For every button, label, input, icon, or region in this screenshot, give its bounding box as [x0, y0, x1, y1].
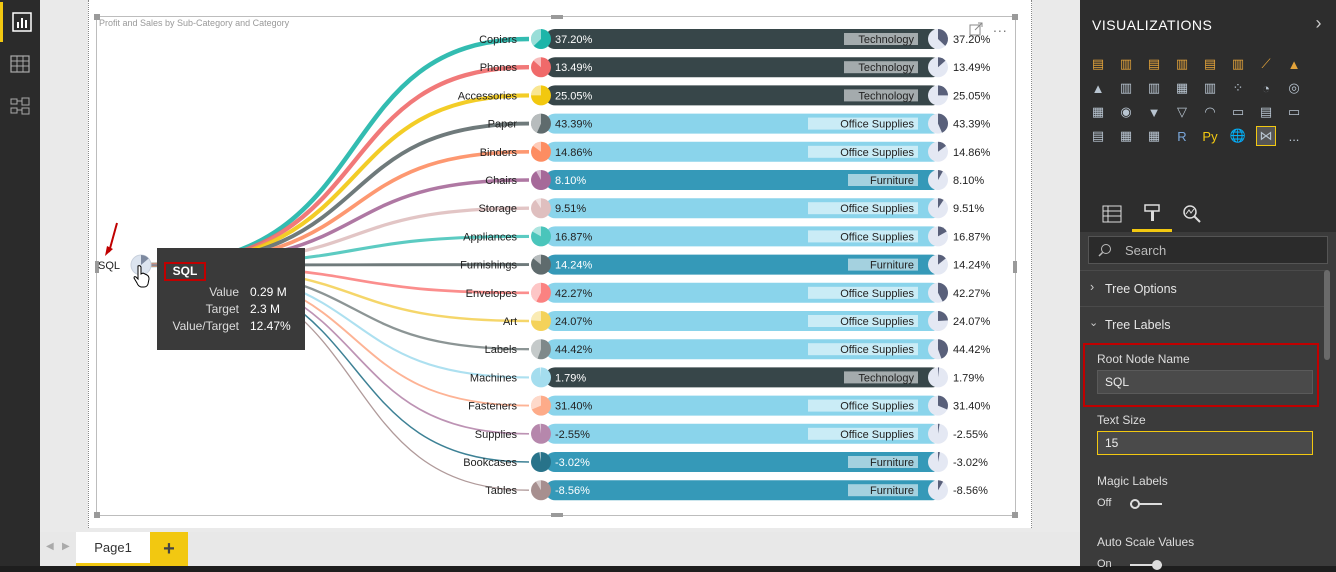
format-tab-icon[interactable] — [1132, 196, 1172, 232]
more-options-icon[interactable]: ... — [993, 19, 1008, 35]
section-label: Tree Labels — [1105, 318, 1171, 332]
visual-title: Profit and Sales by Sub-Category and Cat… — [99, 18, 290, 28]
analytics-tab-icon[interactable] — [1172, 196, 1212, 232]
auto-scale-state: On — [1097, 558, 1112, 570]
resize-handle[interactable] — [1012, 512, 1018, 518]
auto-scale-toggle[interactable] — [1130, 560, 1162, 570]
visual-type-icon[interactable]: ▲ — [1287, 56, 1301, 72]
visual-type-icon[interactable]: ◠ — [1204, 104, 1216, 119]
chevron-right-icon: › — [1090, 280, 1095, 294]
report-view-icon[interactable] — [0, 2, 40, 42]
visual-gallery: ▤ ▥ ▤ ▥ ▤ ▥ ⟋ ▲ ▲ ▥ ▥ ▦ ▥ ⁘ ◔ ◎ ▦ ◉ ▼ ▽ ◠ ▭ ▤ ▭ ▤ ▦ ▦ R Py 🌐 ⋈... — [1080, 48, 1336, 196]
pane-tabs — [1080, 196, 1336, 232]
magic-labels-state: Off — [1097, 497, 1112, 509]
visualizations-pane: VISUALIZATIONS › ▤ ▥ ▤ ▥ ▤ ▥ ⟋ ▲ ▲ ▥ ▥ ▦ ▥ ⁘ ◔ ◎ ▦ ◉ ▼ ▽ ◠ ▭ ▤… — [1080, 0, 1336, 570]
visual-type-icon[interactable]: ▤ — [1091, 56, 1105, 71]
resize-handle[interactable] — [551, 15, 563, 19]
next-page-icon[interactable]: ▶ — [62, 541, 70, 552]
format-panel: Search › Tree Options ⌄ Tree Labels Root… — [1080, 232, 1328, 570]
model-view-icon[interactable] — [0, 86, 40, 126]
visual-type-icon[interactable]: ... — [1288, 128, 1300, 144]
resize-handle[interactable] — [94, 14, 100, 20]
root-node-name-label: Root Node Name — [1097, 352, 1190, 366]
tooltip-value: 2.3 M — [250, 302, 281, 316]
visual-type-icon[interactable]: Py — [1202, 128, 1218, 144]
visual-type-icon[interactable]: ▽ — [1177, 104, 1187, 119]
pane-header: VISUALIZATIONS › — [1080, 0, 1336, 48]
visual-type-icon[interactable]: ⁘ — [1232, 80, 1244, 95]
page-tab-bar: ◀ ▶ Page1 + — [40, 532, 1080, 566]
visual-type-icon[interactable]: ▭ — [1231, 104, 1245, 119]
visual-type-icon[interactable]: ⟋ — [1261, 56, 1271, 71]
visual-type-icon[interactable]: ◔ — [1262, 80, 1270, 96]
section-tree-options[interactable]: › Tree Options — [1080, 270, 1328, 306]
visual-type-icon[interactable]: ▥ — [1147, 80, 1161, 95]
pane-scrollbar[interactable] — [1324, 270, 1330, 360]
pane-title: VISUALIZATIONS — [1092, 17, 1213, 33]
visual-type-icon[interactable]: ▤ — [1259, 104, 1273, 119]
visual-type-icon[interactable]: ▥ — [1175, 56, 1189, 71]
data-view-icon[interactable] — [0, 44, 40, 84]
text-size-input[interactable]: 15 — [1097, 431, 1313, 455]
page-tab[interactable]: Page1 — [76, 532, 150, 566]
tooltip: SQL Value 0.29 M Target 2.3 M Value/Targ… — [157, 248, 305, 350]
collapse-pane-icon[interactable]: › — [1315, 13, 1322, 33]
resize-handle[interactable] — [94, 512, 100, 518]
visual-type-icon[interactable]: ◉ — [1120, 104, 1132, 119]
visual-type-icon[interactable]: ▼ — [1147, 104, 1161, 120]
visual-type-icon[interactable]: ▥ — [1203, 80, 1217, 95]
visual-type-icon[interactable]: ▥ — [1119, 56, 1133, 71]
resize-handle[interactable] — [1013, 261, 1017, 273]
visual-type-icon[interactable]: 🌐 — [1229, 128, 1247, 143]
left-nav — [0, 0, 40, 572]
text-size-label: Text Size — [1097, 413, 1146, 427]
tooltip-key: Target — [205, 302, 239, 316]
section-label: Tree Options — [1105, 282, 1177, 296]
tree-visual[interactable]: Profit and Sales by Sub-Category and Cat… — [94, 14, 1018, 518]
resize-handle[interactable] — [551, 513, 563, 517]
visual-type-icon[interactable]: R — [1177, 128, 1187, 144]
magic-labels-toggle[interactable] — [1130, 499, 1162, 509]
root-node-name-highlight — [1083, 343, 1319, 407]
search-input[interactable]: Search — [1088, 236, 1328, 264]
chevron-down-icon: ⌄ — [1089, 317, 1099, 329]
visual-type-icon[interactable]: ▲ — [1091, 80, 1105, 96]
visual-type-icon[interactable]: ▦ — [1119, 128, 1133, 143]
tooltip-key: Value — [209, 285, 239, 299]
visual-type-icon[interactable]: ▤ — [1091, 128, 1105, 143]
fields-tab-icon[interactable] — [1092, 196, 1132, 232]
visual-type-icon[interactable]: ◎ — [1288, 80, 1300, 95]
magic-labels-label: Magic Labels — [1097, 474, 1168, 488]
section-tree-labels[interactable]: ⌄ Tree Labels — [1080, 306, 1328, 342]
visual-type-icon[interactable]: ▭ — [1287, 104, 1301, 119]
add-page-button[interactable]: + — [150, 532, 188, 566]
search-icon — [1098, 243, 1112, 262]
visual-type-icon[interactable]: ▦ — [1175, 80, 1189, 95]
hand-cursor-icon — [132, 264, 152, 293]
focus-mode-icon[interactable] — [969, 22, 983, 41]
auto-scale-label: Auto Scale Values — [1097, 535, 1195, 549]
visual-type-icon[interactable]: ▥ — [1119, 80, 1133, 95]
visual-type-icon[interactable]: ▥ — [1231, 56, 1245, 71]
visual-type-icon[interactable]: ▤ — [1203, 56, 1217, 71]
visual-type-icon[interactable]: ▦ — [1091, 104, 1105, 119]
tooltip-value: 0.29 M — [250, 285, 287, 299]
tooltip-title: SQL — [164, 262, 206, 281]
status-bar — [0, 566, 1336, 572]
prev-page-icon[interactable]: ◀ — [46, 541, 54, 552]
root-node-name-input[interactable]: SQL — [1097, 370, 1313, 394]
resize-handle[interactable] — [95, 261, 99, 273]
visual-type-icon[interactable]: ▤ — [1147, 56, 1161, 71]
tooltip-key: Value/Target — [172, 319, 240, 333]
tooltip-value: 12.47% — [250, 319, 291, 333]
resize-handle[interactable] — [1012, 14, 1018, 20]
visual-type-icon[interactable]: ▦ — [1147, 128, 1161, 143]
visual-type-icon[interactable]: ⋈ — [1256, 126, 1276, 146]
